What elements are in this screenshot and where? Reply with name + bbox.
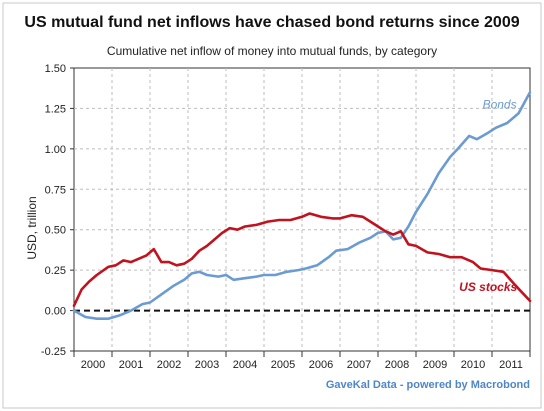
series-annotation: Bonds [483,97,517,111]
x-tick-label: 2008 [385,359,409,371]
y-tick-label: 1.00 [45,144,66,156]
y-tick-label: 0.75 [45,184,66,196]
x-tick-label: 2007 [347,359,371,371]
x-tick-label: 2003 [195,359,219,371]
annotation-layer: Bonds US stocks [459,97,517,294]
x-tick-label: 2000 [81,359,105,371]
series-line-bonds [72,91,532,321]
x-tick-label: 2002 [157,359,181,371]
x-tick-label: 2005 [271,359,295,371]
source-note: GaveKal Data - powered by Macrobond [326,379,530,391]
x-tick-label: 2006 [309,359,333,371]
y-tick-label: 1.50 [45,63,66,75]
y-tick-label: 0.25 [45,265,66,277]
y-tick-label: -0.25 [41,346,66,358]
x-axis: 2000 2001 2002 2003 2004 2005 2006 2007 2008 2009… [73,351,531,371]
x-tick-label: 2010 [461,359,485,371]
y-tick-label: 1.25 [45,103,66,115]
chart-title: US mutual fund net inflows have chased b… [24,14,519,31]
y-axis-label: USD, trillion [25,196,39,259]
y-axis: 1.50 1.25 1.00 0.75 0.50 0.25 0.00 -0.25 [41,63,74,358]
x-tick-label: 2011 [499,359,523,371]
y-tick-label: 0.50 [45,225,66,237]
series-line-us-stocks [72,212,532,308]
series-layer [72,91,532,321]
series-annotation: US stocks [459,280,517,294]
x-tick-label: 2004 [233,359,257,371]
y-tick-label: 0.00 [45,306,66,318]
x-tick-label: 2009 [423,359,447,371]
x-tick-label: 2001 [119,359,143,371]
chart-subtitle: Cumulative net inflow of money into mutu… [107,44,437,58]
